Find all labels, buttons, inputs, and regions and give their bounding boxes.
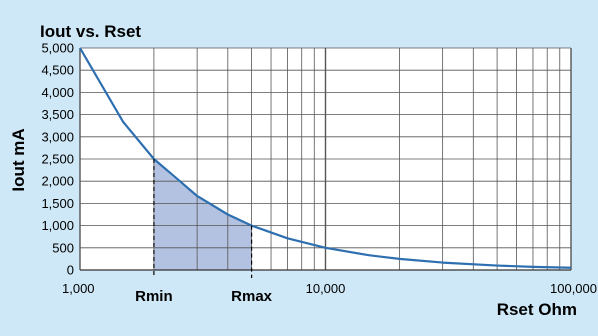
y-tick-label: 2,500 xyxy=(41,152,74,167)
marker-label: Rmax xyxy=(231,288,273,305)
y-tick-label: 0 xyxy=(67,263,74,278)
y-tick-label: 500 xyxy=(52,240,74,255)
x-tick-label: 10,000 xyxy=(306,281,346,296)
y-tick-label: 3,500 xyxy=(41,107,74,122)
x-tick-label: 1,000 xyxy=(62,281,95,296)
y-tick-label: 4,500 xyxy=(41,63,74,78)
y-tick-label: 2,000 xyxy=(41,174,74,189)
y-tick-label: 5,000 xyxy=(41,41,74,56)
marker-label: Rmin xyxy=(135,288,173,305)
chart-title: Iout vs. Rset xyxy=(40,22,141,41)
x-axis-title: Rset Ohm xyxy=(497,300,577,319)
series-line xyxy=(79,47,572,269)
y-tick-label: 4,000 xyxy=(41,85,74,100)
y-tick-label: 3,000 xyxy=(41,129,74,144)
y-axis-title: Iout mA xyxy=(9,128,28,191)
y-tick-label: 1,500 xyxy=(41,196,74,211)
y-tick-label: 1,000 xyxy=(41,218,74,233)
shaded-range-area xyxy=(153,159,252,270)
x-tick-label: 100,000 xyxy=(550,281,597,296)
